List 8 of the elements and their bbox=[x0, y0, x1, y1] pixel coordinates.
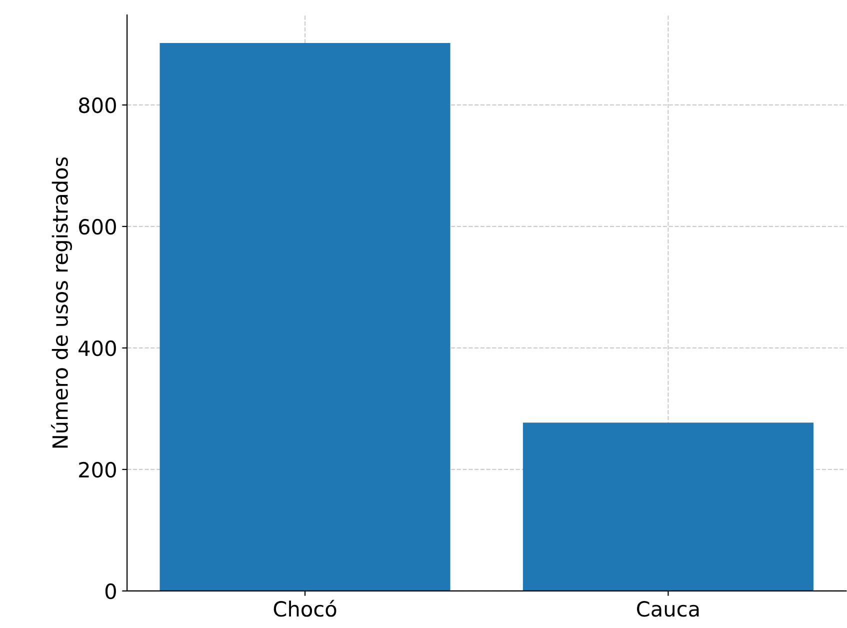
y-tick-label: 0 bbox=[105, 583, 116, 600]
x-tick-label: Chocó bbox=[274, 600, 336, 617]
x-tick-label: Cauca bbox=[636, 601, 699, 617]
y-tick-label: 200 bbox=[79, 462, 116, 478]
y-tick-label: 600 bbox=[79, 218, 116, 235]
y-tick-label: 400 bbox=[78, 340, 116, 356]
y-tick-label: 800 bbox=[78, 97, 116, 114]
y-axis-title: Número de usos registrados bbox=[51, 157, 72, 448]
